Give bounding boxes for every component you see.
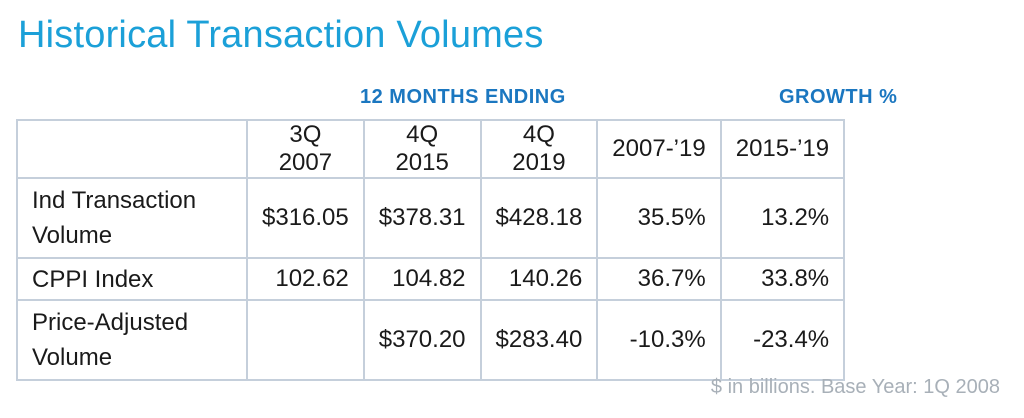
row-label: CPPI Index	[16, 257, 248, 301]
group-header-growth: GROWTH %	[779, 86, 898, 108]
row-label: Price-Adjusted Volume	[16, 299, 248, 381]
column-header-growth-2015-19: 2015-’19	[719, 119, 846, 179]
page-title: Historical Transaction Volumes	[18, 14, 544, 56]
table-row: Ind Transaction Volume $316.05 $378.31 $…	[16, 177, 846, 259]
column-header-growth-2007-19: 2007-’19	[596, 119, 722, 179]
row-label: Ind Transaction Volume	[16, 177, 248, 259]
table-cell: -10.3%	[596, 299, 722, 381]
table-cell: 35.5%	[596, 177, 722, 259]
table-cell	[246, 299, 365, 381]
table-cell: $370.20	[362, 299, 482, 381]
footnote: $ in billions. Base Year: 1Q 2008	[710, 376, 1000, 398]
table-cell: $316.05	[246, 177, 365, 259]
column-header-4q-2019: 4Q 2019	[479, 119, 599, 179]
table-cell: 36.7%	[596, 257, 722, 301]
table-cell: $283.40	[479, 299, 599, 381]
table-cell: $428.18	[479, 177, 599, 259]
group-header-months: 12 MONTHS ENDING	[360, 86, 566, 108]
column-header-4q-2015: 4Q 2015	[362, 119, 482, 179]
table-cell: 102.62	[246, 257, 365, 301]
table-cell: $378.31	[362, 177, 482, 259]
transaction-volume-table: 3Q 2007 4Q 2015 4Q 2019 2007-’19 2015-’1…	[16, 119, 846, 381]
table-cell: 140.26	[479, 257, 599, 301]
table-cell: -23.4%	[719, 299, 846, 381]
header-row: 3Q 2007 4Q 2015 4Q 2019 2007-’19 2015-’1…	[16, 119, 846, 179]
table-cell: 13.2%	[719, 177, 846, 259]
table-row: Price-Adjusted Volume $370.20 $283.40 -1…	[16, 299, 846, 381]
table-cell: 33.8%	[719, 257, 846, 301]
table-cell: 104.82	[362, 257, 482, 301]
column-header-3q-2007: 3Q 2007	[246, 119, 365, 179]
column-header-label	[16, 119, 248, 179]
table-row: CPPI Index 102.62 104.82 140.26 36.7% 33…	[16, 257, 846, 301]
